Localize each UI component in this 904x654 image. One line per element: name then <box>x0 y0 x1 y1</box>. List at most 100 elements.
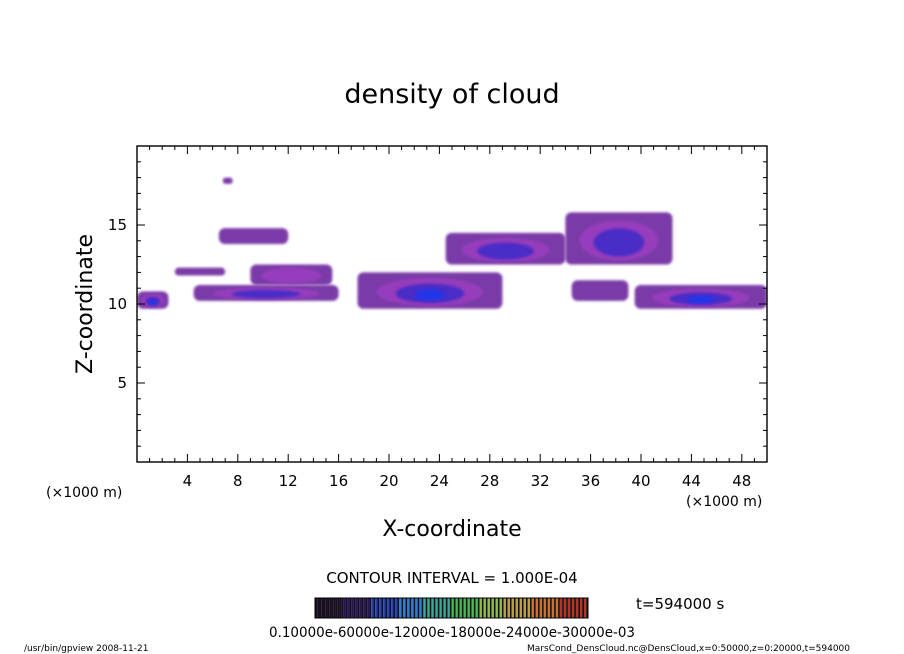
colorbar-gap <box>357 598 360 618</box>
colorbar-gap <box>457 598 460 618</box>
x-tick-label: 24 <box>430 472 449 490</box>
colorbar-gap <box>554 598 556 618</box>
colorbar-gap <box>509 598 512 618</box>
colorbar-gap <box>433 598 436 618</box>
colorbar-stripe <box>355 598 358 618</box>
colorbar-stripe <box>583 598 587 618</box>
colorbar-stripe <box>415 598 418 618</box>
colorbar-gap <box>481 598 484 618</box>
colorbar-gap <box>489 598 492 618</box>
colorbar-stripe <box>495 598 498 618</box>
colorbar-gap <box>325 598 328 618</box>
colorbar-gap <box>317 598 320 618</box>
cloud-region <box>222 177 233 184</box>
colorbar-stripe <box>391 598 394 618</box>
colorbar <box>315 598 588 618</box>
colorbar-stripe <box>451 598 454 618</box>
colorbar-gap <box>582 598 584 618</box>
colorbar-stripe <box>443 598 446 618</box>
colorbar-stripe <box>435 598 438 618</box>
colorbar-gap <box>381 598 384 618</box>
x-tick-label: 16 <box>329 472 348 490</box>
x-tick-label: 44 <box>682 472 701 490</box>
colorbar-stripe <box>567 598 571 618</box>
colorbar-gap <box>337 598 340 618</box>
cloud-outer <box>222 177 233 184</box>
colorbar-gap <box>570 598 572 618</box>
colorbar-stripe <box>559 598 563 618</box>
colorbar-gap <box>550 598 552 618</box>
y-tick-label: 15 <box>108 216 127 234</box>
colorbar-gap <box>401 598 404 618</box>
x-tick-label: 4 <box>183 472 193 490</box>
colorbar-stripe <box>351 598 354 618</box>
colorbar-stripe <box>331 598 334 618</box>
colorbar-stripe <box>519 598 522 618</box>
cloud-outer <box>571 280 629 301</box>
colorbar-stripe <box>359 598 362 618</box>
cloud-region <box>250 264 333 286</box>
colorbar-stripe <box>467 598 470 618</box>
colorbar-stripe <box>555 598 559 618</box>
footer-right: MarsCond_DensCloud.nc@DensCloud,x=0:5000… <box>527 644 850 654</box>
y-axis-label: Z-coordinate <box>73 234 98 374</box>
colorbar-gap <box>453 598 456 618</box>
colorbar-gap <box>485 598 488 618</box>
colorbar-stripe <box>571 598 575 618</box>
colorbar-gap <box>349 598 352 618</box>
colorbar-gap <box>493 598 496 618</box>
cloud-region <box>174 267 226 276</box>
colorbar-stripe <box>527 598 530 618</box>
colorbar-stripe <box>431 598 434 618</box>
colorbar-gap <box>538 598 540 618</box>
colorbar-gap <box>477 598 480 618</box>
colorbar-stripe <box>407 598 410 618</box>
contour-interval: CONTOUR INTERVAL = 1.000E-04 <box>326 569 577 587</box>
colorbar-stripe <box>511 598 514 618</box>
colorbar-stripe <box>475 598 478 618</box>
colorbar-stripe <box>327 598 330 618</box>
colorbar-gap <box>417 598 420 618</box>
chart-title: density of cloud <box>344 79 559 110</box>
x-unit-left: (×1000 m) <box>46 485 122 501</box>
cloud-region <box>357 272 503 309</box>
colorbar-gap <box>517 598 520 618</box>
cloud-region <box>445 232 566 265</box>
colorbar-stripe <box>383 598 386 618</box>
cloud-outer <box>218 228 289 244</box>
colorbar-gap <box>513 598 516 618</box>
cloud-inner <box>261 267 322 284</box>
x-tick-label: 12 <box>279 472 298 490</box>
colorbar-gap <box>497 598 500 618</box>
colorbar-stripe <box>563 598 567 618</box>
colorbar-stripe <box>363 598 366 618</box>
footer-left: /usr/bin/gpview 2008-11-21 <box>24 644 148 654</box>
colorbar-stripe <box>379 598 382 618</box>
colorbar-gap <box>397 598 400 618</box>
colorbar-stripe <box>455 598 458 618</box>
colorbar-gap <box>574 598 576 618</box>
colorbar-gap <box>377 598 380 618</box>
cloud-region <box>634 285 767 309</box>
colorbar-gap <box>521 598 524 618</box>
colorbar-stripe <box>403 598 406 618</box>
cloud-region <box>218 228 289 244</box>
colorbar-stripe <box>319 598 322 618</box>
colorbar-gap <box>566 598 568 618</box>
colorbar-gap <box>501 598 504 618</box>
colorbar-gap <box>425 598 428 618</box>
colorbar-stripe <box>507 598 510 618</box>
colorbar-gap <box>465 598 468 618</box>
colorbar-gap <box>461 598 464 618</box>
colorbar-stripe <box>503 598 506 618</box>
colorbar-gap <box>525 598 528 618</box>
cloud-inner <box>593 228 645 257</box>
colorbar-gap <box>389 598 392 618</box>
cloud-region <box>565 212 673 265</box>
colorbar-stripe <box>487 598 490 618</box>
cloud-inner <box>149 299 157 305</box>
colorbar-stripe <box>347 598 350 618</box>
x-tick-label: 32 <box>531 472 550 490</box>
colorbar-stripe <box>531 598 535 618</box>
cloud-region <box>571 280 629 301</box>
